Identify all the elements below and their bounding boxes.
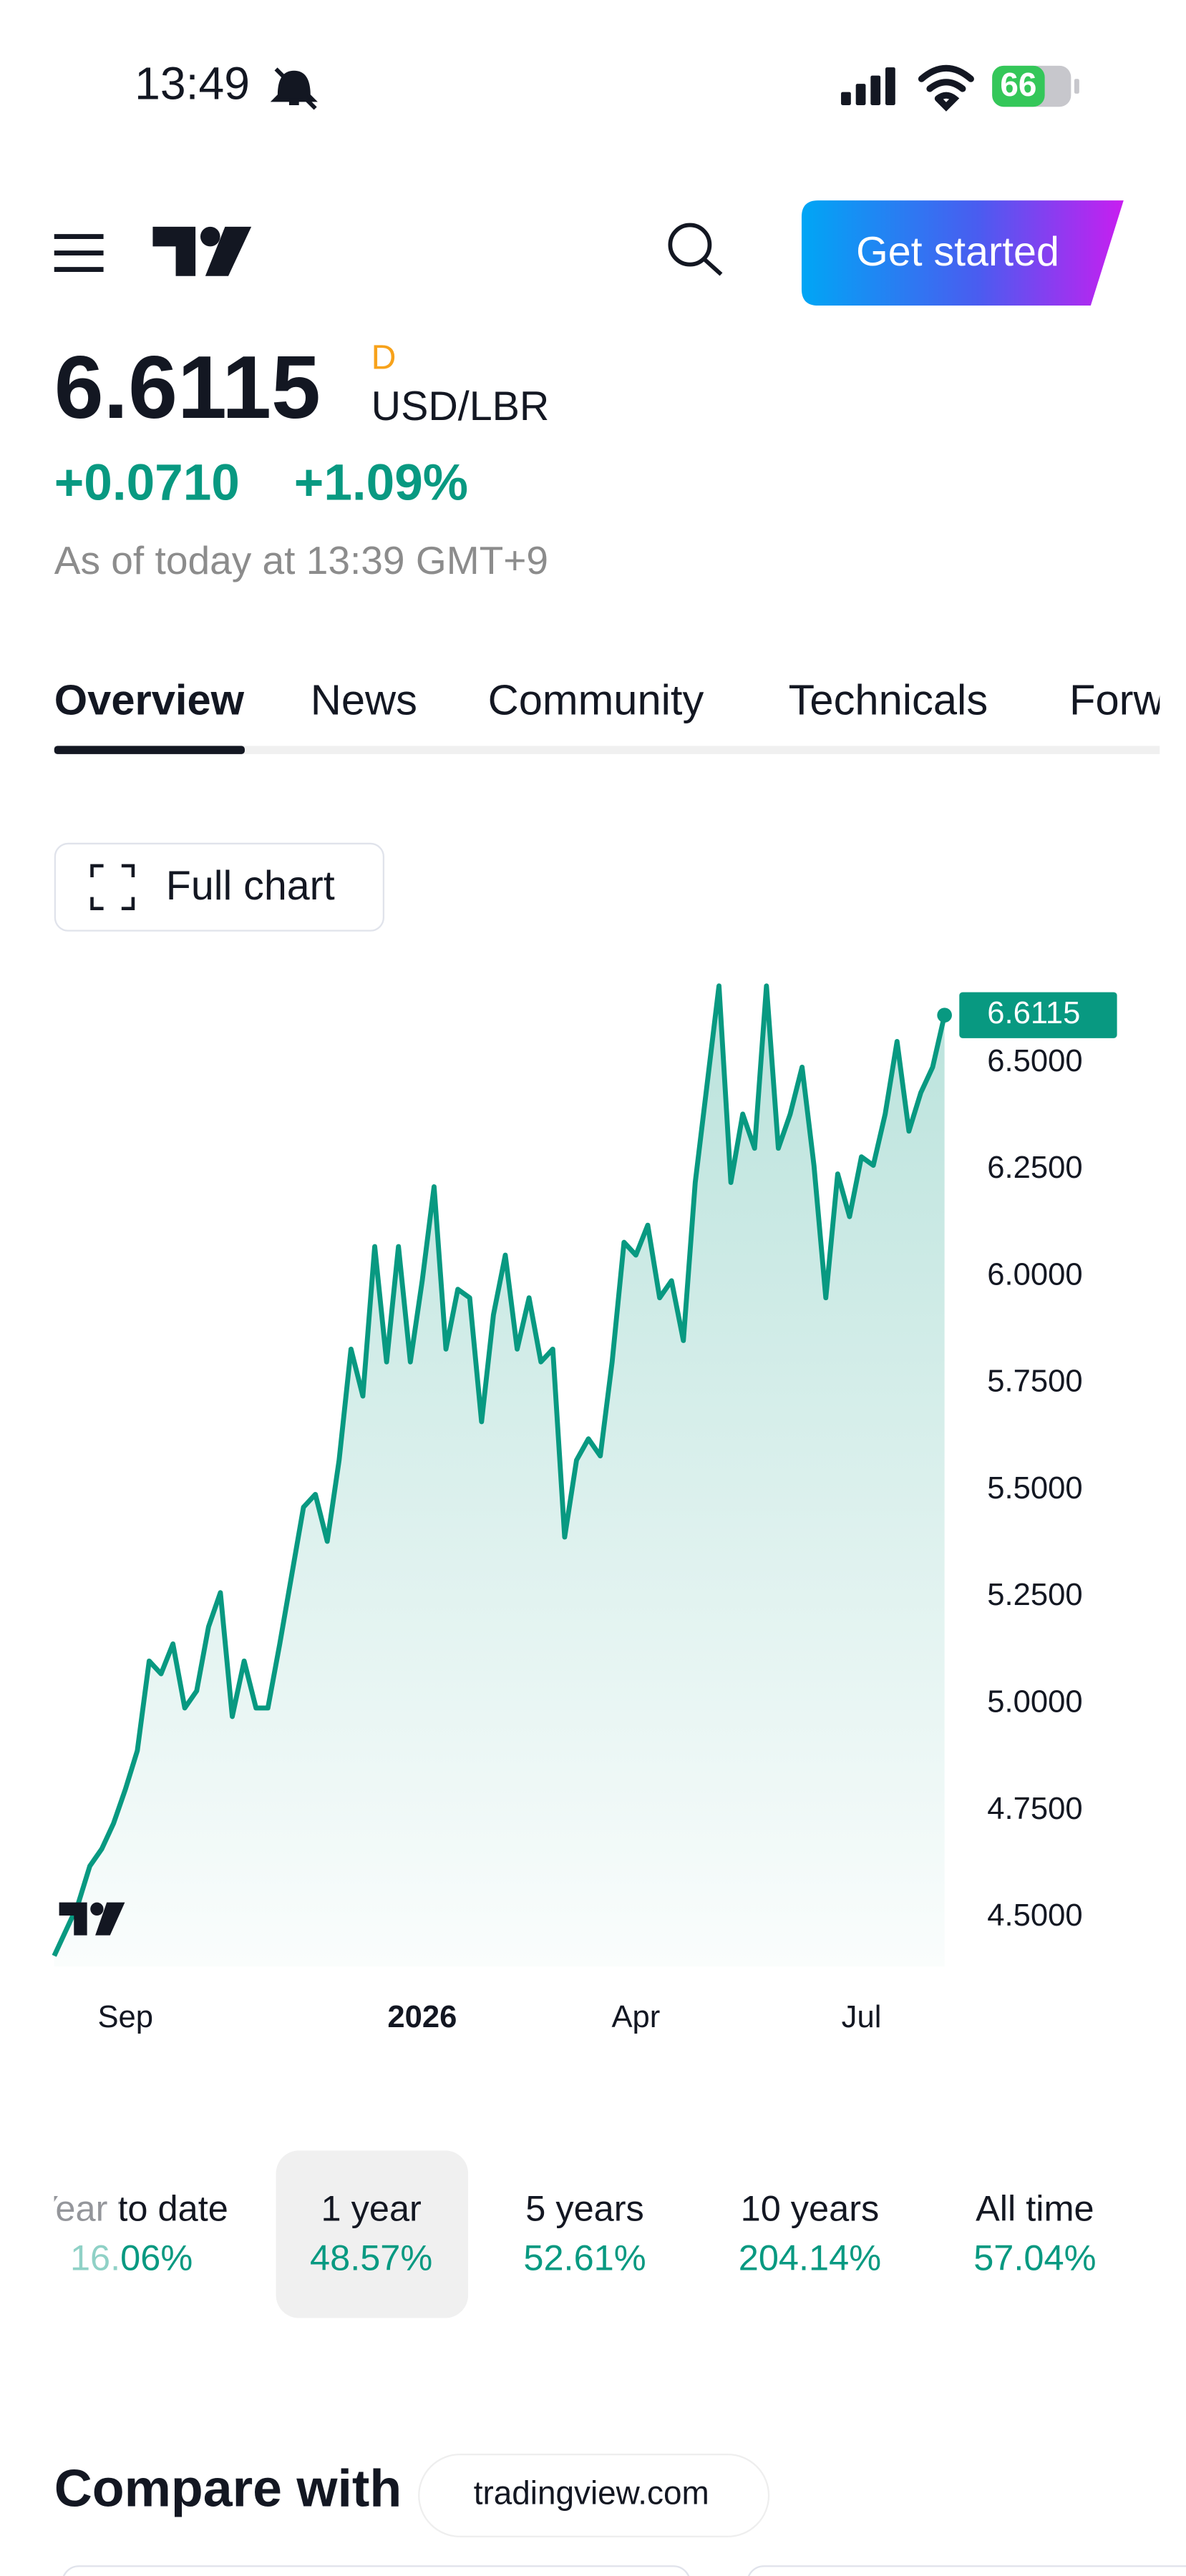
period-label[interactable]: 10 years [741, 2188, 880, 2229]
full-chart-button[interactable] [54, 842, 385, 932]
period-fade [54, 2135, 120, 2333]
change: +0.0710 [54, 454, 240, 511]
period-selected-bg [276, 2150, 469, 2318]
period-change[interactable]: 57.04% [973, 2238, 1096, 2278]
url-pill [418, 2453, 770, 2538]
price: 6.6115 [54, 338, 321, 437]
compare-title: Compare with [54, 2459, 402, 2517]
last-point [937, 1008, 952, 1023]
compare-card[interactable] [62, 2565, 690, 2576]
y-tick-label: 5.7500 [987, 1365, 1082, 1399]
chart-watermark [59, 1902, 125, 1936]
period-label[interactable]: All time [976, 2188, 1094, 2229]
change-percent: +1.09% [294, 454, 468, 511]
tab-track [54, 746, 1160, 754]
area [54, 985, 945, 1967]
period-label[interactable]: 5 years [525, 2188, 644, 2229]
y-tick-label: 5.0000 [987, 1684, 1082, 1719]
interval: D [371, 338, 397, 377]
tab-bar: Overview News Community Technicals Forw [54, 675, 1165, 723]
tab-indicator [54, 746, 245, 754]
period-change[interactable]: 52.61% [523, 2238, 646, 2278]
y-tick-label: 5.2500 [987, 1578, 1082, 1612]
get-started-label[interactable]: Get started [856, 229, 1059, 275]
mute-slash [274, 67, 317, 110]
last-price-label: 6.6115 [987, 996, 1080, 1030]
battery-tip [1074, 79, 1079, 94]
last-price-badge [959, 992, 1117, 1038]
line [52, 983, 947, 1957]
y-tick-label: 5.5000 [987, 1471, 1082, 1506]
x-tick-label: Sep [97, 2000, 153, 2034]
y-tick-label: 6.2500 [987, 1151, 1082, 1185]
clock: 13:49 [135, 58, 250, 109]
y-tick-label: 6.0000 [987, 1257, 1082, 1292]
tab[interactable]: Forw [1069, 675, 1165, 723]
period-change[interactable]: 204.14% [739, 2238, 881, 2278]
period-label[interactable]: 1 year [321, 2188, 422, 2229]
wifi-icon [918, 64, 974, 112]
compare-card[interactable] [747, 2565, 1186, 2576]
battery-level [992, 65, 1045, 107]
full-chart-icon[interactable] [90, 864, 135, 910]
period-change[interactable]: 48.57% [310, 2238, 432, 2278]
get-started-button[interactable] [801, 200, 1124, 306]
as-of: As of today at 13:39 GMT+9 [54, 538, 548, 582]
tab[interactable]: News [311, 675, 417, 723]
menu-button[interactable] [54, 234, 104, 272]
battery-percent: 66 [1000, 66, 1036, 103]
tab[interactable]: Community [488, 675, 704, 723]
x-tick-label: Apr [611, 2000, 660, 2034]
symbol: USD/LBR [371, 384, 550, 429]
logo[interactable] [152, 226, 252, 276]
signal-icon [841, 67, 895, 105]
x-tick-label: 2026 [387, 2000, 457, 2034]
y-tick-label: 4.7500 [987, 1792, 1082, 1826]
y-tick-label: 6.5000 [987, 1044, 1082, 1078]
url: tradingview.com [474, 2474, 709, 2512]
full-chart-label[interactable]: Full chart [166, 863, 335, 909]
price-chart: 4.5000 4.7500 5.0000 5.2500 5.5000 5.7500 6.00… [52, 983, 1117, 2034]
tab[interactable]: Overview [54, 675, 245, 723]
y-tick-label: 4.5000 [987, 1898, 1082, 1933]
search-button[interactable] [668, 223, 723, 276]
x-tick-label: Jul [842, 2000, 882, 2034]
tab[interactable]: Technicals [789, 675, 988, 723]
